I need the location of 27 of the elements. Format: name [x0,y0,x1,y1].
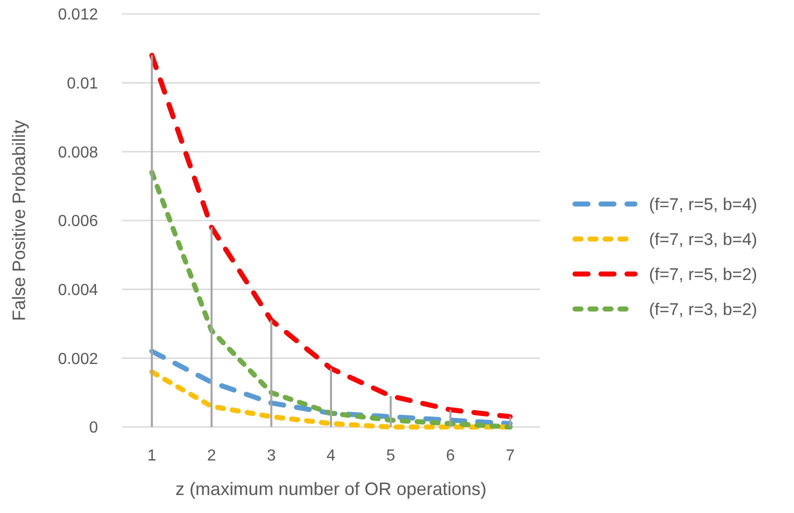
bar [390,396,392,427]
x-tick-label: 5 [386,448,396,465]
y-tick-label: 0.004 [58,282,98,299]
x-tick-label: 4 [326,448,336,465]
y-tick-label: 0.012 [58,6,98,24]
x-axis-title: z (maximum number of OR operations) [175,479,487,499]
y-tick-label: 0.006 [58,213,98,230]
y-tick-label: 0.01 [66,75,98,92]
legend-label: (f=7, r=5, b=2) [649,264,758,284]
y-tick-label: 0.002 [58,350,98,368]
bar [330,368,332,427]
x-tick-label: 7 [506,448,515,465]
bar [509,416,512,427]
bar [449,410,452,427]
legend-label: (f=7, r=3, b=4) [649,230,758,249]
legend-label: (f=7, r=5, b=4) [649,194,758,214]
x-tick-label: 2 [207,448,216,465]
x-tick-label: 3 [266,448,276,465]
legend-label: (f=7, r=3, b=2) [649,300,758,319]
x-tick-label: 6 [446,448,455,465]
y-tick-label: 0.008 [58,144,98,162]
y-axis-title: False Positive Probability [9,120,29,322]
bar [270,320,272,427]
bar [210,227,213,427]
y-tick-label: 0 [89,420,98,437]
bar [150,55,153,427]
x-tick-label: 1 [147,448,156,465]
